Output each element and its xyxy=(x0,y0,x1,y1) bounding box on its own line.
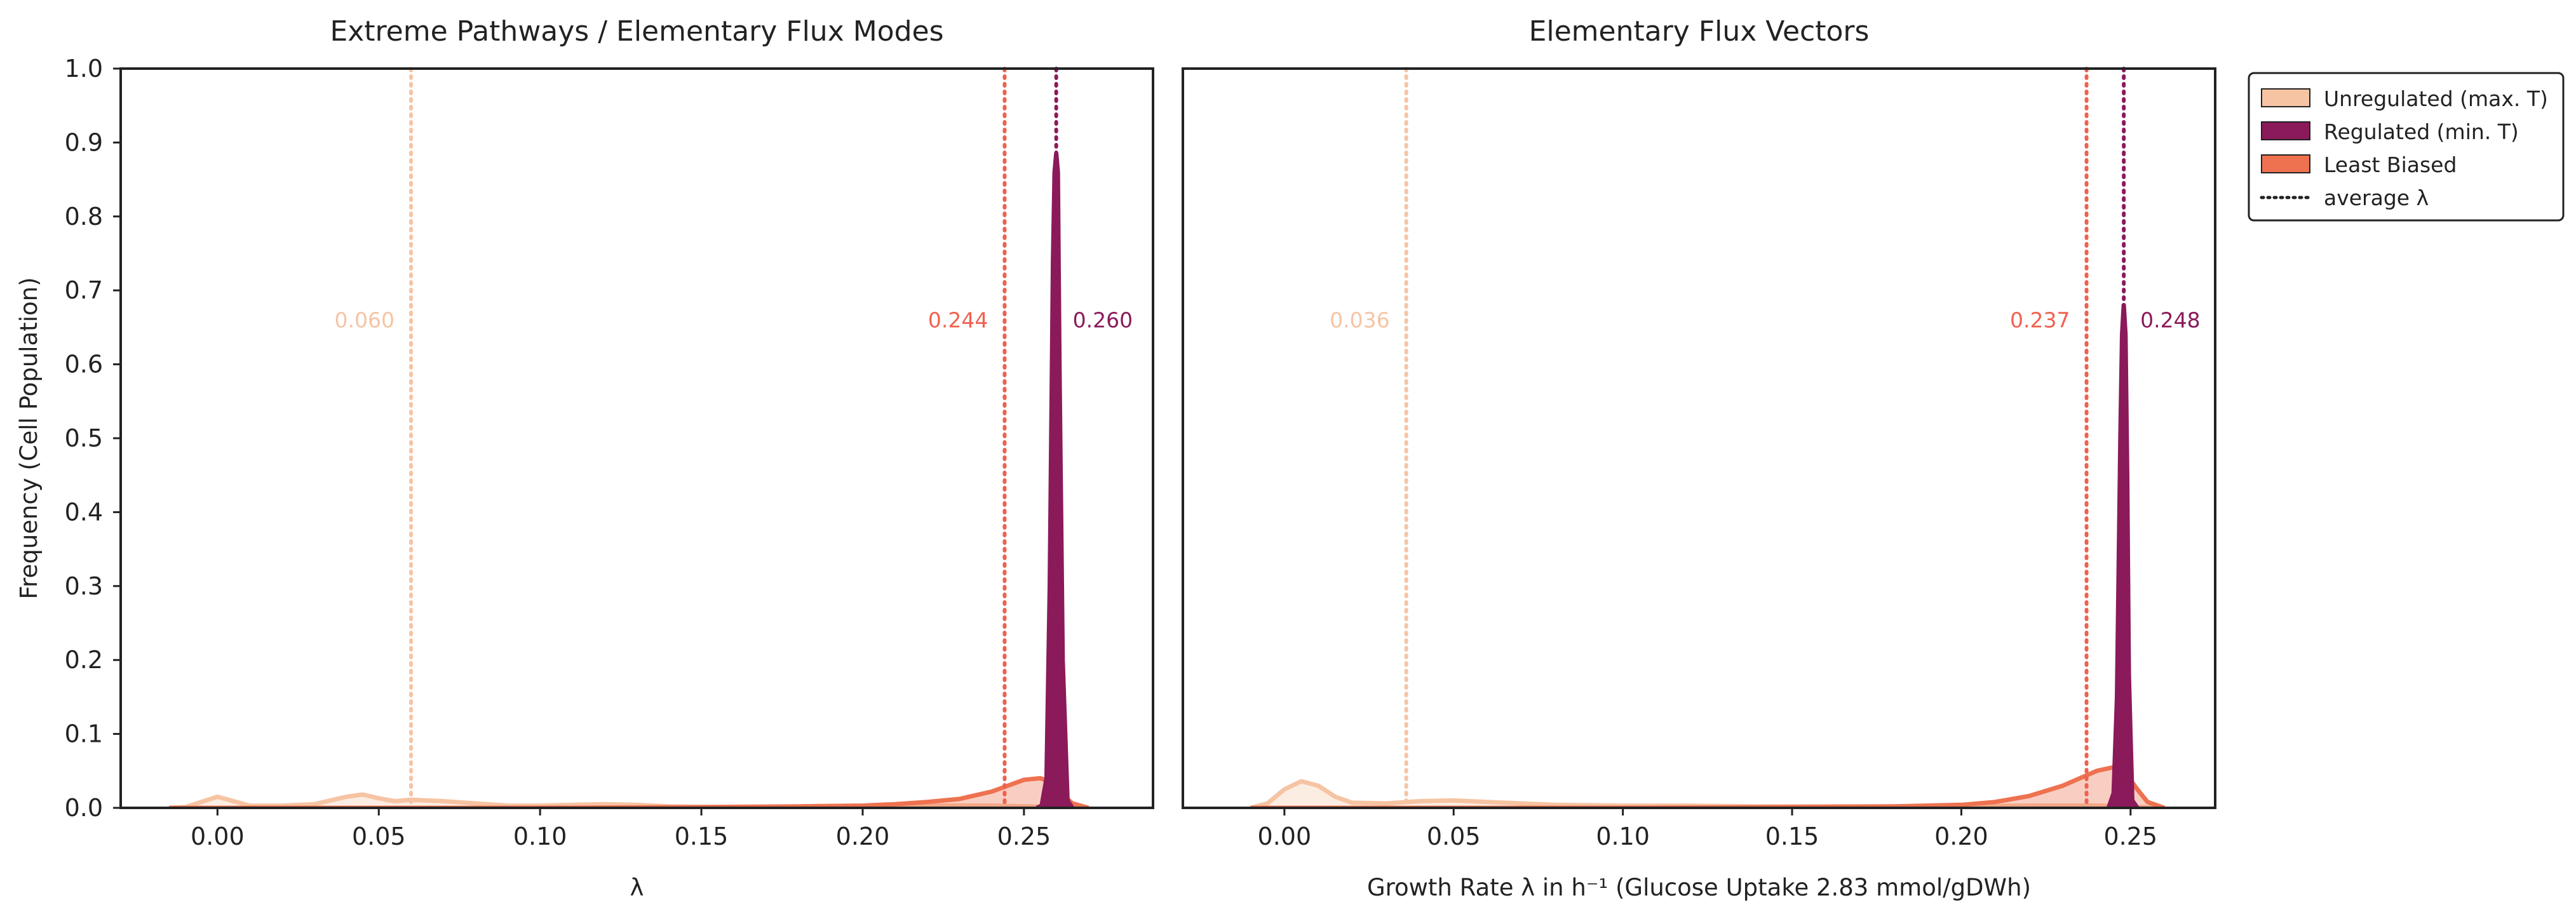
average-label: 0.036 xyxy=(1330,307,1389,332)
legend: Unregulated (max. T) Regulated (min. T) Le… xyxy=(2248,72,2565,222)
panel-1: 0.060 0.244 0.260 0.00 0.05 0.10 0.15 0.20 0.25 0… xyxy=(15,15,1154,901)
panel-title: Extreme Pathways / Elementary Flux Modes xyxy=(330,15,943,48)
x-axis-label: λ xyxy=(630,874,644,901)
series-area-unregulated xyxy=(169,795,1089,808)
legend-swatch xyxy=(2261,88,2310,107)
x-tick-label: 0.20 xyxy=(836,822,890,850)
x-tick-label: 0.25 xyxy=(997,822,1051,850)
x-tick-label: 0.20 xyxy=(1934,822,1988,850)
y-tick-label: 0.6 xyxy=(65,351,103,379)
y-tick-label: 0.4 xyxy=(65,498,103,526)
series-area-unregulated xyxy=(1250,781,2165,808)
panel-title: Elementary Flux Vectors xyxy=(1529,15,1870,48)
panel-2: 0.036 0.237 0.248 0.00 0.05 0.10 0.15 0.20 0.25 E… xyxy=(1182,15,2216,901)
x-tick-label: 0.10 xyxy=(513,822,567,850)
legend-label: average λ xyxy=(2324,185,2429,210)
x-tick-label: 0.00 xyxy=(191,822,245,850)
y-tick-label: 1.0 xyxy=(65,55,103,83)
y-axis-label: Frequency (Cell Population) xyxy=(15,277,43,599)
legend-frame xyxy=(2248,72,2565,222)
average-label: 0.060 xyxy=(335,307,394,332)
x-tick-label: 0.10 xyxy=(1596,822,1650,850)
y-tick-label: 0.9 xyxy=(65,128,103,156)
average-label: 0.260 xyxy=(1073,307,1133,332)
x-tick-label: 0.15 xyxy=(675,822,729,850)
average-label: 0.244 xyxy=(928,307,988,332)
y-tick-label: 0.0 xyxy=(65,794,103,822)
legend-label: Unregulated (max. T) xyxy=(2324,86,2548,111)
legend-label: Regulated (min. T) xyxy=(2324,119,2519,144)
x-tick-label: 0.05 xyxy=(352,822,406,850)
plot-frame xyxy=(1182,67,2216,809)
x-tick-label: 0.15 xyxy=(1765,822,1819,850)
average-label: 0.248 xyxy=(2140,307,2200,332)
y-tick-label: 0.2 xyxy=(65,646,103,674)
y-tick-label: 0.1 xyxy=(65,720,103,748)
series-area-least-biased xyxy=(169,778,1089,808)
y-tick-label: 0.7 xyxy=(65,276,103,304)
legend-swatch xyxy=(2261,154,2310,173)
y-tick-label: 0.5 xyxy=(65,424,103,452)
legend-label: Least Biased xyxy=(2324,152,2457,177)
y-tick-label: 0.3 xyxy=(65,572,103,600)
x-axis-label: Growth Rate λ in h⁻¹ (Glucose Uptake 2.8… xyxy=(1367,874,2031,901)
series-area-least-biased xyxy=(1250,767,2165,808)
x-tick-label: 0.25 xyxy=(2103,822,2157,850)
average-label: 0.237 xyxy=(2010,307,2070,332)
x-tick-label: 0.05 xyxy=(1427,822,1481,850)
legend-swatch xyxy=(2261,121,2310,140)
plot-frame xyxy=(119,67,1154,809)
y-tick-label: 0.8 xyxy=(65,203,103,231)
x-tick-label: 0.00 xyxy=(1258,822,1312,850)
